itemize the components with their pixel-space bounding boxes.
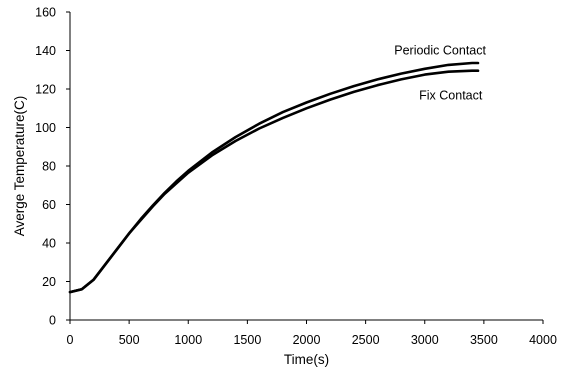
series-label-fix-contact: Fix Contact	[419, 89, 483, 103]
y-tick-label: 120	[35, 83, 56, 97]
series-label-periodic-contact: Periodic Contact	[394, 43, 486, 57]
y-axis-title: Averge Temperature(C)	[12, 96, 27, 237]
y-axis-ticks: 0 20 40 60 80 100 120 140 160	[35, 6, 70, 328]
y-tick-label: 80	[42, 160, 56, 174]
x-tick-label: 0	[67, 333, 74, 347]
y-tick-label: 0	[49, 314, 56, 328]
x-tick-label: 1000	[174, 333, 202, 347]
x-axis-title: Time(s)	[284, 352, 329, 367]
y-tick-label: 60	[42, 198, 56, 212]
x-tick-label: 2500	[352, 333, 380, 347]
series-group	[68, 61, 480, 294]
series-line-fix-contact	[68, 69, 480, 294]
y-tick-label: 140	[35, 44, 56, 58]
series-line-periodic-contact	[68, 61, 480, 294]
x-tick-label: 500	[119, 333, 140, 347]
y-tick-label: 20	[42, 275, 56, 289]
x-tick-label: 2000	[293, 333, 321, 347]
y-tick-label: 160	[35, 6, 56, 20]
x-tick-label: 3500	[470, 333, 498, 347]
x-axis-ticks: 0 500 1000 1500 2000 2500 3000 3500 4000	[67, 320, 557, 347]
x-tick-label: 1500	[233, 333, 261, 347]
y-tick-label: 40	[42, 237, 56, 251]
x-tick-label: 3000	[411, 333, 439, 347]
x-tick-label: 4000	[529, 333, 557, 347]
y-tick-label: 100	[35, 121, 56, 135]
